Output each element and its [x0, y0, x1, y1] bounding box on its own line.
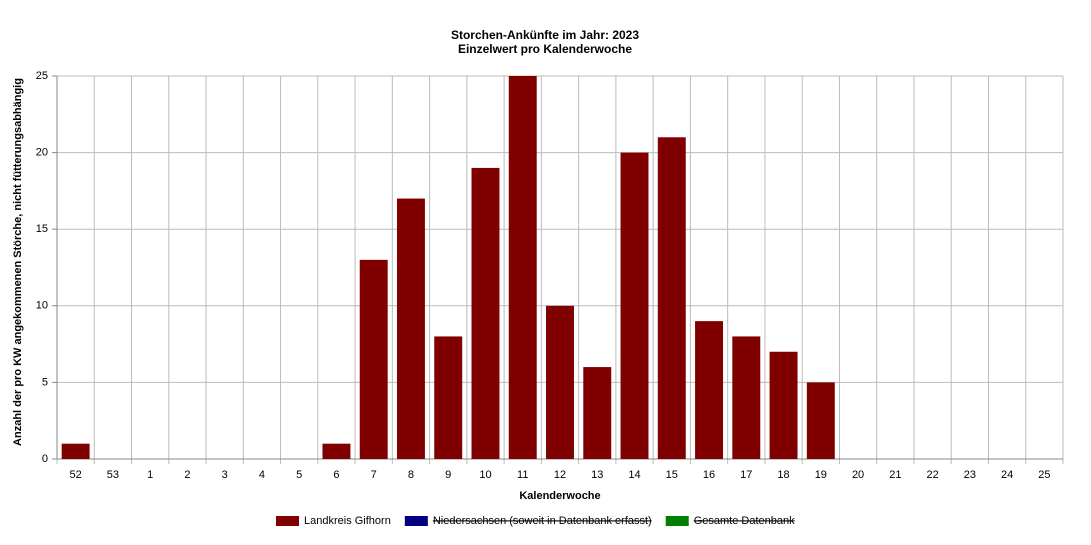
x-tick-label: 4	[259, 469, 265, 481]
legend-label: Gesamte Datenbank	[694, 515, 795, 527]
x-tick-label: 19	[815, 469, 827, 481]
y-tick-label: 5	[42, 376, 48, 388]
x-tick-label: 8	[408, 469, 414, 481]
x-tick-label: 22	[926, 469, 938, 481]
legend-swatch	[404, 516, 428, 526]
bar	[434, 336, 463, 459]
x-tick-label: 52	[70, 469, 82, 481]
x-tick-label: 14	[628, 469, 640, 481]
legend-label: Niedersachsen (soweit in Datenbank erfas…	[433, 515, 652, 527]
x-tick-label: 7	[371, 469, 377, 481]
x-tick-label: 16	[703, 469, 715, 481]
bar	[359, 259, 388, 459]
x-tick-label: 13	[591, 469, 603, 481]
x-tick-label: 17	[740, 469, 752, 481]
bar	[546, 305, 574, 459]
x-tick-label: 1	[147, 469, 153, 481]
x-tick-label: 2	[184, 469, 190, 481]
x-tick-label: 10	[479, 469, 491, 481]
x-tick-label: 20	[852, 469, 864, 481]
legend-swatch	[276, 516, 299, 526]
bar	[471, 167, 500, 460]
bar	[695, 321, 724, 459]
bar	[769, 351, 798, 459]
bar	[732, 336, 761, 459]
x-tick-label: 6	[333, 469, 339, 481]
legend-label: Landkreis Gifhorn	[304, 515, 391, 527]
x-tick-label: 11	[517, 469, 528, 481]
bar	[322, 443, 351, 459]
x-tick-label: 5	[296, 469, 302, 481]
bar	[508, 76, 537, 459]
bar	[396, 198, 425, 459]
x-tick-label: 23	[964, 469, 976, 481]
bar	[806, 382, 835, 459]
y-tick-label: 15	[36, 223, 48, 235]
x-tick-label: 3	[222, 469, 228, 481]
legend-swatch	[665, 516, 689, 526]
y-tick-label: 0	[42, 453, 48, 465]
x-axis-label: Kalenderwoche	[519, 490, 600, 502]
x-tick-label: 53	[107, 469, 119, 481]
x-tick-label: 25	[1038, 469, 1050, 481]
x-tick-label: 12	[554, 469, 566, 481]
x-tick-label: 21	[889, 469, 901, 481]
x-tick-label: 15	[666, 469, 678, 481]
x-tick-label: 24	[1001, 469, 1013, 481]
x-tick-label: 18	[777, 469, 789, 481]
y-tick-label: 20	[36, 147, 48, 159]
y-tick-label: 25	[36, 70, 48, 82]
bar	[61, 443, 90, 459]
y-tick-label: 10	[36, 300, 48, 312]
bar	[620, 152, 649, 459]
chart-subtitle: Einzelwert pro Kalenderwoche	[458, 42, 632, 56]
bar	[583, 367, 612, 459]
x-tick-label: 9	[445, 469, 451, 481]
y-axis-label: Anzahl der pro KW angekommenen Störche, …	[12, 78, 24, 446]
bar	[657, 137, 686, 459]
chart-title: Storchen-Ankünfte im Jahr: 2023	[451, 28, 639, 42]
